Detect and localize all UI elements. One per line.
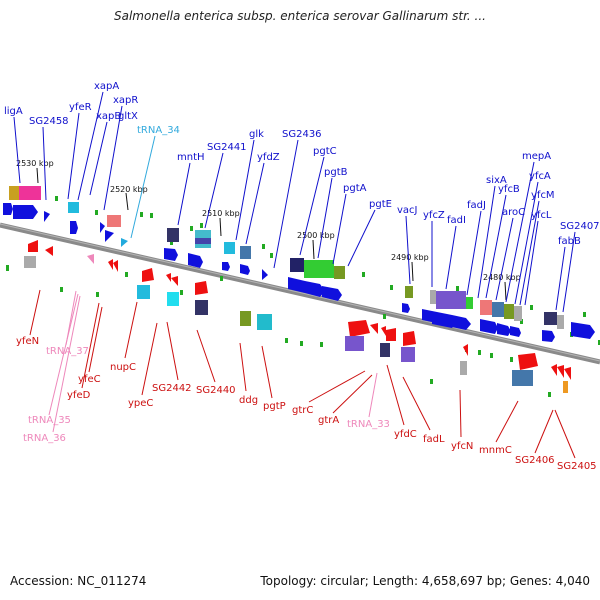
gene-label-tRNA_37: tRNA_37 [46,346,89,357]
backbone-highlight [0,223,600,362]
gene-label-yfcL: yfcL [531,210,552,221]
gene-label-gtrC: gtrC [292,405,313,416]
gene-label-tRNA_35: tRNA_35 [28,415,71,426]
position-marker-2530: 2530 kbp [16,159,54,168]
gene-label-tRNA_33: tRNA_33 [347,419,390,430]
gene-label-yfcB: yfcB [498,184,520,195]
gene-label-pgtP: pgtP [263,401,286,412]
gene-label-fabB: fabB [558,236,581,247]
position-markers: 2530 kbp 2520 kbp 2510 kbp 2500 kbp 2490… [16,159,521,301]
gene-label-tRNA_34: tRNA_34 [137,125,180,136]
gene-label-yfcA: yfcA [529,171,551,182]
gene-label-ligA: ligA [4,106,23,117]
gene-label-SG2458: SG2458 [29,116,69,127]
accession-label: Accession: NC_011274 [10,574,147,588]
gene-label-mnmC: mnmC [479,445,512,456]
gene-label-yfcZ: yfcZ [423,210,445,221]
gene-label-SG2407: SG2407 [560,221,600,232]
gene-label-SG2436: SG2436 [282,129,322,140]
gene-label-yfeD: yfeD [67,390,91,401]
gene-label-fadI: fadI [447,215,466,226]
position-marker-2500: 2500 kbp [297,231,335,240]
position-marker-2480: 2480 kbp [483,273,521,282]
gene-label-mepA: mepA [522,151,551,162]
gene-label-pgtA: pgtA [343,183,367,194]
gene-label-gtrA: gtrA [318,415,339,426]
position-marker-2510: 2510 kbp [202,209,240,218]
gene-label-yfeR: yfeR [69,102,92,113]
gene-label-yfcM: yfcM [531,190,555,201]
gene-label-ypeC: ypeC [128,398,153,409]
gene-label-xapR: xapR [113,95,138,106]
position-marker-2490: 2490 kbp [391,253,429,262]
gene-label-SG2441: SG2441 [207,142,247,153]
gene-label-mntH: mntH [177,152,205,163]
gene-label-pgtC: pgtC [313,146,337,157]
gene-label-SG2442: SG2442 [152,383,192,394]
gene-label-pgtE: pgtE [369,199,392,210]
gene-label-yfcN: yfcN [451,441,473,452]
gene-label-xapB: xapB [96,111,121,122]
gene-label-ddg: ddg [239,395,258,406]
gene-label-aroC: aroC [502,207,525,218]
position-marker-2520: 2520 kbp [110,185,148,194]
reverse-genes [24,240,571,393]
gene-label-fadL: fadL [423,434,445,445]
gene-label-vacJ: vacJ [397,205,418,216]
gene-label-nupC: nupC [110,362,136,373]
gene-label-pgtB: pgtB [324,167,348,178]
forward-genes [3,186,595,342]
trna-reverse-connectors [48,290,378,433]
genome-backbone [0,222,600,365]
gene-label-yfdZ: yfdZ [257,152,280,163]
gene-label-yfeC: yfeC [78,374,101,385]
trna-34-connector [130,135,156,239]
genome-title: Salmonella enterica subsp. enterica sero… [114,9,486,23]
gene-label-SG2405: SG2405 [557,461,597,472]
gene-label-SG2440: SG2440 [196,385,236,396]
reverse-gene-labels: yfeN tRNA_37 yfeC yfeD tRNA_35 tRNA_36 n… [16,336,597,472]
gene-label-sixA: sixA [486,175,507,186]
genome-summary: Topology: circular; Length: 4,658,697 bp… [260,574,590,588]
gene-label-tRNA_36: tRNA_36 [23,433,66,444]
reverse-label-connectors [29,289,576,459]
gene-label-gltX: gltX [118,111,138,122]
gene-label-yfeN: yfeN [16,336,39,347]
gene-label-yfdC: yfdC [394,429,417,440]
gene-label-fadJ: fadJ [467,200,486,211]
forward-gene-labels: ligA SG2458 yfeR xapA xapB xapR gltX tRN… [4,81,600,247]
gene-label-SG2406: SG2406 [515,455,555,466]
gene-label-xapA: xapA [94,81,119,92]
forward-label-connectors [13,91,576,313]
gene-label-glk: glk [249,129,264,140]
